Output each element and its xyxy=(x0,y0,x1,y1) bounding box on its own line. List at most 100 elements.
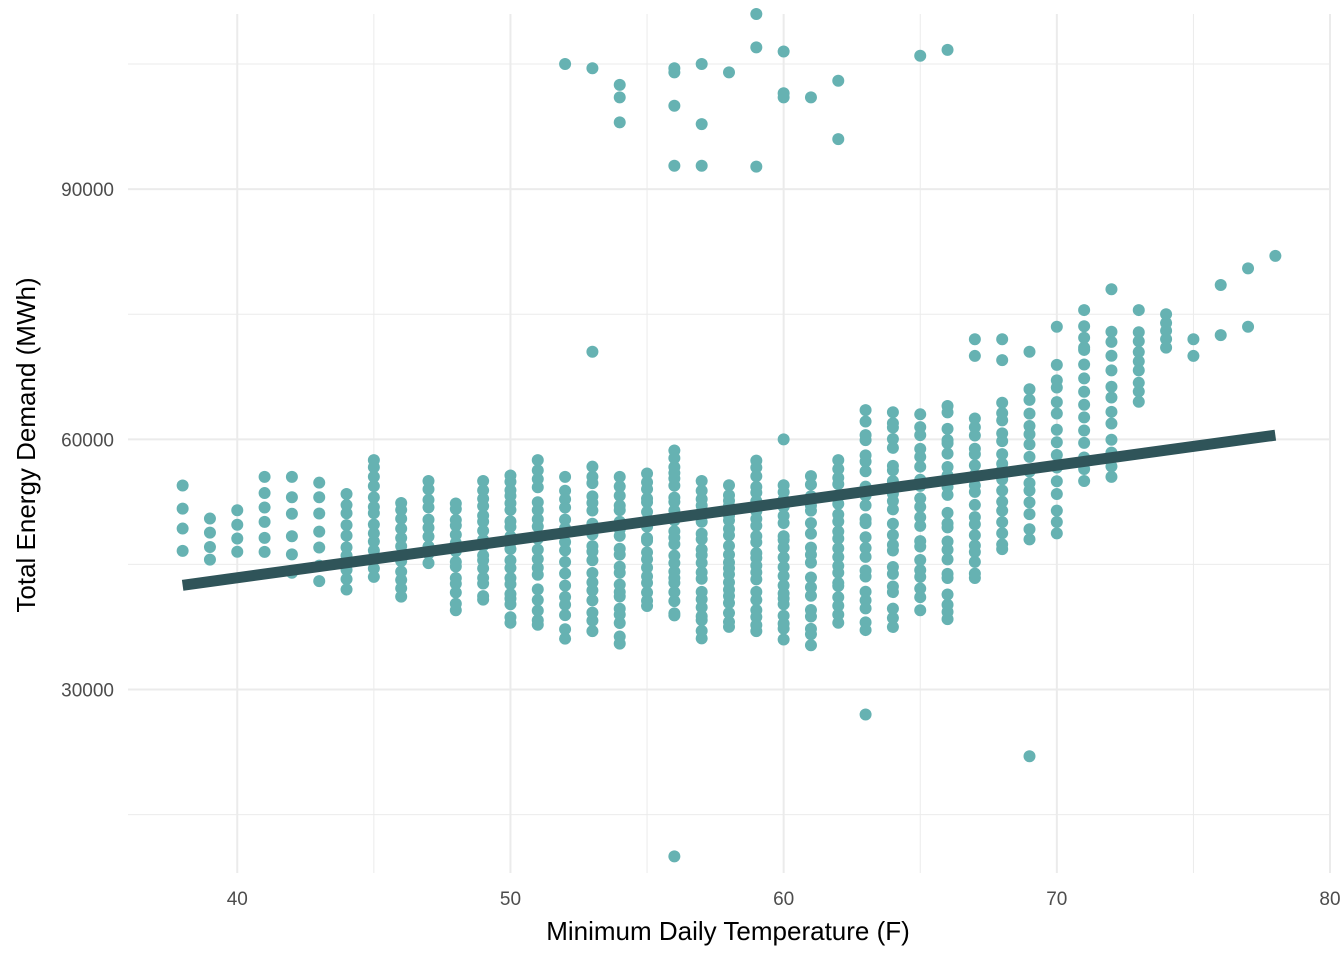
data-point xyxy=(941,434,954,447)
data-point xyxy=(531,454,544,467)
data-point xyxy=(1023,533,1036,546)
data-point xyxy=(1050,448,1063,461)
data-point xyxy=(586,490,599,503)
data-point xyxy=(203,553,216,566)
data-point xyxy=(832,525,845,538)
data-point xyxy=(750,547,763,560)
data-point xyxy=(668,595,681,608)
data-point xyxy=(395,574,408,587)
data-point xyxy=(941,588,954,601)
data-point xyxy=(750,470,763,483)
data-point xyxy=(559,623,572,636)
data-point xyxy=(750,8,763,20)
data-point xyxy=(313,507,326,520)
data-point xyxy=(859,404,872,417)
x-axis-title: Minimum Daily Temperature (F) xyxy=(546,916,910,946)
data-point xyxy=(968,349,981,362)
data-point xyxy=(395,590,408,603)
data-point xyxy=(559,567,572,580)
data-point xyxy=(941,506,954,519)
data-point xyxy=(914,582,927,595)
data-point xyxy=(886,538,899,551)
data-point xyxy=(1078,436,1091,449)
data-point xyxy=(531,614,544,627)
data-point xyxy=(367,527,380,540)
data-point xyxy=(422,557,435,570)
data-point xyxy=(1269,249,1282,262)
data-point xyxy=(832,542,845,555)
data-point xyxy=(1050,488,1063,501)
data-point xyxy=(231,532,244,545)
data-point xyxy=(1023,407,1036,420)
data-point xyxy=(1050,436,1063,449)
data-point xyxy=(859,564,872,577)
data-point xyxy=(586,345,599,358)
data-point xyxy=(968,498,981,511)
data-point xyxy=(586,566,599,579)
data-point xyxy=(804,589,817,602)
data-point xyxy=(914,421,927,434)
data-point xyxy=(695,610,708,623)
data-point xyxy=(668,159,681,172)
data-point xyxy=(668,461,681,474)
data-point xyxy=(176,479,189,492)
data-point xyxy=(422,530,435,543)
data-point xyxy=(832,508,845,521)
data-point xyxy=(750,160,763,173)
data-point xyxy=(886,432,899,445)
data-point xyxy=(586,540,599,553)
data-point xyxy=(1023,523,1036,536)
y-tick-label: 60000 xyxy=(61,430,114,451)
data-point xyxy=(504,554,517,567)
data-point xyxy=(1078,341,1091,354)
data-point xyxy=(203,526,216,539)
data-point xyxy=(695,624,708,637)
data-point xyxy=(367,518,380,531)
data-point xyxy=(695,585,708,598)
data-points xyxy=(176,8,1282,863)
data-point xyxy=(914,492,927,505)
data-point xyxy=(313,476,326,489)
data-point xyxy=(859,465,872,478)
data-point xyxy=(1050,475,1063,488)
data-point xyxy=(176,502,189,515)
data-point xyxy=(367,470,380,483)
data-point xyxy=(804,91,817,104)
data-point xyxy=(914,519,927,532)
data-point xyxy=(1132,346,1145,359)
data-point xyxy=(559,58,572,71)
data-point xyxy=(777,579,790,592)
data-point xyxy=(1078,304,1091,317)
data-point xyxy=(804,604,817,617)
data-point xyxy=(695,118,708,131)
data-point xyxy=(804,571,817,584)
data-point xyxy=(613,91,626,104)
data-point xyxy=(559,493,572,506)
data-point xyxy=(914,591,927,604)
data-point xyxy=(504,469,517,482)
data-point xyxy=(613,542,626,555)
data-point xyxy=(367,491,380,504)
data-point xyxy=(477,590,490,603)
data-point xyxy=(1023,393,1036,406)
data-point xyxy=(285,507,298,520)
data-point xyxy=(777,570,790,583)
data-point xyxy=(449,555,462,568)
data-point xyxy=(1078,372,1091,385)
data-point xyxy=(313,575,326,588)
data-point xyxy=(668,66,681,79)
data-point xyxy=(668,586,681,599)
x-tick-label: 60 xyxy=(773,889,794,910)
data-point xyxy=(559,535,572,548)
data-point xyxy=(1105,364,1118,377)
data-point xyxy=(1105,433,1118,446)
data-point xyxy=(804,517,817,530)
data-point xyxy=(832,608,845,621)
data-point xyxy=(285,548,298,561)
data-point xyxy=(1050,320,1063,333)
data-point xyxy=(613,480,626,493)
data-point xyxy=(668,525,681,538)
data-point xyxy=(1023,750,1036,763)
data-point xyxy=(832,454,845,467)
data-point xyxy=(968,539,981,552)
